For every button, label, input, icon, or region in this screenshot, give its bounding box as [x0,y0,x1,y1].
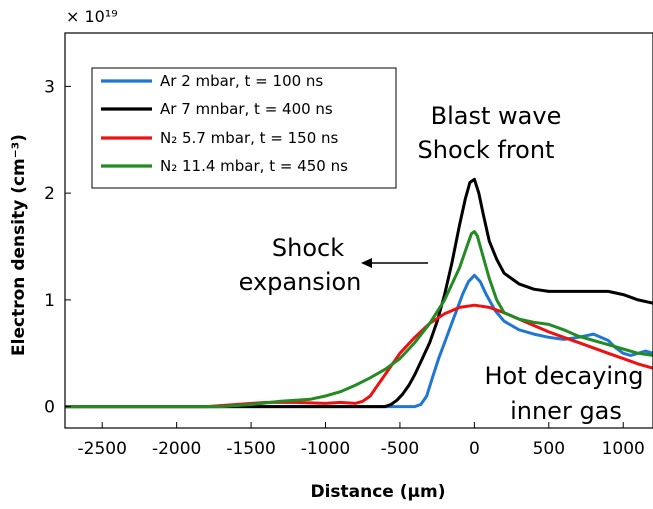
series-line-1 [65,177,653,409]
x-tick-label: 500 [533,439,565,459]
series-line-2 [65,303,653,409]
legend-entry-1: Ar 7 mnbar, t = 400 ns [160,100,333,118]
annotation-shock: Shock [272,234,344,262]
annotation-expansion: expansion [239,268,362,296]
annotation-blast-wave: Blast wave [431,102,562,130]
arrow-left-icon [361,258,428,268]
legend-entry-3: N₂ 11.4 mbar, t = 450 ns [160,157,348,175]
series-line-3 [65,230,653,409]
x-axis-label: Distance (μm) [310,482,445,502]
series-layer [65,177,653,409]
y-tick-label: 0 [44,398,55,418]
x-tick-label: -2500 [78,439,127,459]
x-tick-label: 0 [469,439,480,459]
x-tick-label: -500 [381,439,420,459]
legend: Ar 2 mbar, t = 100 ns Ar 7 mnbar, t = 40… [91,67,397,189]
y-axis-multiplier: × 10¹⁹ [66,7,118,26]
axes-frame [64,32,653,429]
x-tick-label: -1500 [226,439,275,459]
annotation-hot-decaying: Hot decaying [485,362,644,390]
y-axis-label: Electron density (cm⁻³) [9,134,29,356]
legend-box [91,67,397,189]
x-axis-ticks: -2500 -2000 -1500 -1000 -500 0 500 1000 [78,422,645,459]
y-tick-label: 1 [44,291,55,311]
annotation-inner-gas: inner gas [510,397,622,425]
x-tick-label: -1000 [301,439,350,459]
y-axis-ticks: 0 1 2 3 [44,77,71,418]
legend-entry-2: N₂ 5.7 mbar, t = 150 ns [160,129,339,147]
annotation-shock-front: Shock front [418,136,555,164]
legend-entry-0: Ar 2 mbar, t = 100 ns [160,72,323,90]
y-tick-label: 2 [44,184,55,204]
y-tick-label: 3 [44,77,55,97]
x-tick-label: 1000 [602,439,645,459]
x-tick-label: -2000 [152,439,201,459]
